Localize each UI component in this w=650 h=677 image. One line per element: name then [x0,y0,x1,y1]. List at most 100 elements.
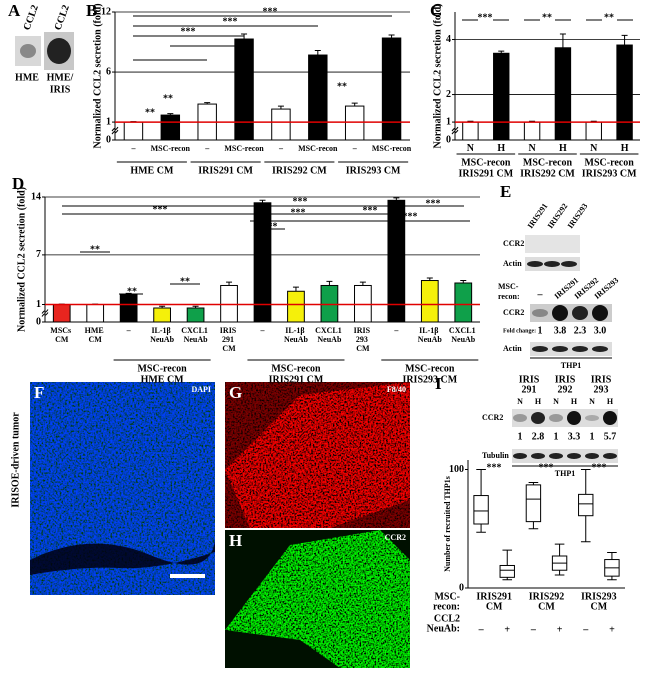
annotation: ** [337,81,347,92]
x-tick-label: IRIS 293 CM [354,326,372,353]
group-label: IRIS [519,374,540,385]
band [585,415,599,421]
x-tick-label-line: CM [89,335,103,344]
lane-label: N [589,397,595,406]
row-label: Actin [503,344,522,353]
error-bar [277,105,284,110]
row-label: Tubulin [482,451,509,460]
x-tick-label: IL-1β NeuAb [150,326,175,344]
bar [523,121,541,141]
x-tick-label: CXCL1 NeuAb [315,326,344,344]
bar [220,284,238,323]
panel-letter: E [500,182,511,201]
x-tick-label-line: NeuAb [184,335,209,344]
blot [525,235,580,253]
y-tick-label: 4 [446,34,451,45]
x-tick-label-line: 293 [356,335,370,344]
axis-break [111,126,119,135]
image-f-gap [30,540,215,575]
group-label: IRIS [555,374,576,385]
group-label: HME CM [130,165,174,176]
x-tick-label-line: MSCs [50,326,73,335]
row-label: recon: [433,601,460,612]
blot [530,342,612,356]
axis-break [41,309,49,317]
whisker [528,482,539,530]
x-tick-label: – [126,326,132,335]
x-tick-label-line: NeuAb [451,335,476,344]
fold-change: 1 [554,431,559,442]
x-tick-label-line: CXCL1 [181,326,210,335]
y-tick-label: 14 [31,191,41,202]
band [603,453,617,459]
x-tick-label: – [393,326,399,335]
error-bar [125,292,132,295]
box [525,484,542,523]
error-bar [388,34,395,39]
x-tick-label: H [497,143,505,154]
error-bar [426,277,433,281]
axis-break [451,126,459,135]
sample-label: HME [15,72,39,83]
row-label: CCR2 [503,239,524,248]
group-label: IRIS293 CM [402,374,457,385]
band [531,453,545,459]
band [561,261,577,267]
group-label: MSC-recon [405,363,455,374]
bar [186,307,205,323]
x-tick-label-line: IRIS [354,326,372,335]
x-tick-label: H [559,143,567,154]
lane-label: – [537,289,544,300]
y-axis-label: Normalized CCL2 secretion (fold) [16,187,27,332]
annotation: *** [263,6,278,17]
lane-label: H [571,397,578,406]
whisker [607,551,617,581]
annotation: ** [145,107,155,118]
error-bar [159,305,166,308]
band [567,411,581,425]
x-tick-label: – [478,624,485,635]
error-bar [359,281,366,286]
annotation: *** [426,198,441,209]
x-tick-label-line: CM [222,344,236,353]
x-tick-label: + [609,624,615,635]
annotation: *** [539,462,554,473]
tissue-label: IRISOE-driven tumor [10,412,21,508]
error-bar [204,102,211,105]
band [549,414,563,422]
x-tick-label-line: NeuAb [284,335,309,344]
bar [344,105,365,141]
x-tick-label: N [528,143,536,154]
group-label: IRIS292 [529,591,565,602]
annotation: ** [542,12,552,23]
annotation: ** [163,93,173,104]
x-tick-label-line: N [590,143,598,154]
band [544,261,560,267]
y-tick-label: 12 [101,6,111,17]
x-tick-label: N [590,143,598,154]
panel-letter: A [8,1,21,20]
bar [381,37,402,141]
y-tick-label: 6 [106,66,111,77]
whisker [580,468,591,543]
bar [387,199,406,323]
panel-letter: C [430,1,442,20]
x-tick-label-line: – [204,144,210,153]
group-label: IRIS293 [581,591,617,602]
band [552,305,568,321]
annotation: *** [487,462,502,473]
bar [320,284,339,323]
x-tick-label-line: H [497,143,505,154]
bar [153,307,171,323]
x-tick-label: – [204,144,210,153]
error-bar [326,280,333,286]
x-tick-label-line: 291 [222,335,236,344]
lane-label: H [535,397,542,406]
row-label: CCR2 [503,308,524,317]
x-tick-label: IL-1β NeuAb [284,326,309,344]
error-bar [393,197,400,201]
lane-label: N [553,397,559,406]
box [499,564,515,578]
group-label: MSC-recon [461,157,511,168]
